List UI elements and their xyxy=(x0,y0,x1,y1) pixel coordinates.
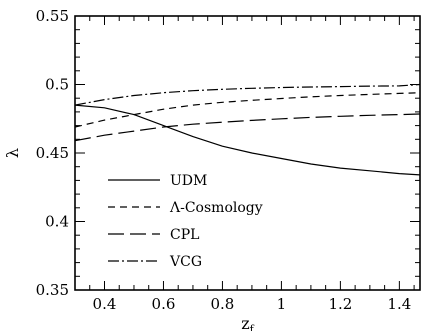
series-line-3 xyxy=(74,83,421,106)
x-axis-label-main: z xyxy=(241,314,249,331)
y-tick-label: 0.5 xyxy=(45,76,69,94)
x-tick-label: 1.4 xyxy=(387,295,411,313)
y-tick-label: 0.55 xyxy=(36,7,69,25)
tick-labels: 0.4 0.6 0.8 1 1.2 1.4 0.35 0.4 0.45 0.5 0.55 xyxy=(36,7,412,313)
series-layer xyxy=(74,83,421,176)
plot-frame xyxy=(74,15,421,291)
legend: UDM Λ-Cosmology CPL VCG xyxy=(108,173,263,270)
tick-marks xyxy=(75,15,420,291)
x-tick-label: 0.4 xyxy=(93,295,117,313)
y-tick-label: 0.4 xyxy=(45,213,69,231)
x-axis-label-subscript: f xyxy=(250,323,255,331)
x-tick-label: 0.8 xyxy=(211,295,235,313)
x-axis-label: zf xyxy=(241,314,254,331)
series-line-2 xyxy=(74,113,421,142)
y-axis-label: λ xyxy=(3,148,22,158)
x-tick-label: 1.2 xyxy=(328,295,352,313)
y-tick-label: 0.45 xyxy=(36,144,69,162)
x-tick-label: 0.6 xyxy=(152,295,176,313)
legend-label-3: VCG xyxy=(169,254,202,270)
y-tick-label: 0.35 xyxy=(36,281,69,299)
legend-label-0: UDM xyxy=(170,173,207,189)
legend-label-1: Λ-Cosmology xyxy=(169,200,263,216)
series-line-1 xyxy=(74,92,421,128)
legend-label-2: CPL xyxy=(170,227,199,243)
x-tick-label: 1 xyxy=(277,295,287,313)
